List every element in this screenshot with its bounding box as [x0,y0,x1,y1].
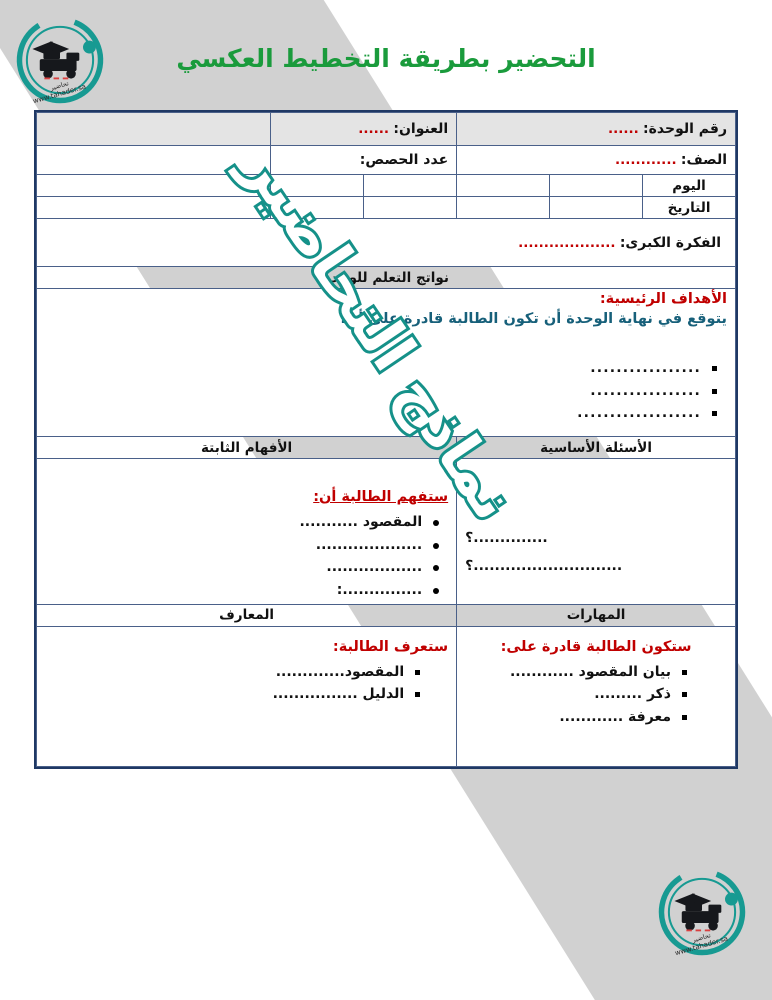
table-row-understandings-content: ..............؟ ........................… [35,458,736,605]
essential-questions-list: ..............؟ ........................… [465,524,727,580]
date-cell-1[interactable] [549,196,644,219]
list-item[interactable]: ................. [45,380,717,403]
tahader-logo-bottom: تحاضير www.tahader.sa [656,866,748,958]
list-item[interactable]: .................... [45,534,440,557]
date-cell-5[interactable] [35,196,272,219]
date-label: التاريخ [642,196,736,219]
list-item[interactable]: ...............: [45,579,440,602]
list-item[interactable]: .................. [45,556,440,579]
date-cell-4[interactable] [270,196,365,219]
cell-big-idea: الفكرة الكبرى: ................... [36,218,736,267]
table-row-outcomes-header: نواتج التعلم للوحدة [36,266,736,289]
title-label: العنوان: [393,121,449,137]
list-item[interactable]: بيان المقصود ............ [465,661,687,684]
day-cell-5[interactable] [35,174,272,197]
table-row-knowledge-content: ستكون الطالبة قادرة على: بيان المقصود ..… [35,625,736,767]
day-cell-4[interactable] [270,174,365,197]
skills-header: المهارات [456,603,736,627]
outcomes-header: نواتج التعلم للوحدة [36,266,736,289]
knowledge-list: المقصود............. الدليل ............… [45,661,448,706]
table-row-main-goals: الأهداف الرئيسية: يتوقع في نهاية الوحدة … [36,288,736,437]
main-goals-list: ................. ................. ....… [45,357,727,425]
list-item[interactable]: المقصود............. [45,661,421,684]
unit-number-value[interactable]: ...... [607,121,639,137]
list-item[interactable]: ................... [45,402,717,425]
date-cell-2[interactable] [456,196,551,219]
list-item[interactable]: المقصود ........... [45,511,440,534]
cell-class: الصف: ............ [456,145,736,175]
page-title: التحضير بطريقة التخطيط العكسي [176,44,596,73]
big-idea-value[interactable]: ................... [518,234,616,251]
title-value[interactable]: ...... [358,121,390,137]
sessions-label: عدد الحصص: [359,152,449,168]
knowledge-header: المعارف [35,603,458,627]
table-row-class: الصف: ............ عدد الحصص: [35,145,736,175]
list-item[interactable]: ............................؟ [465,558,623,575]
class-value[interactable]: ............ [615,152,677,168]
cell-main-goals: الأهداف الرئيسية: يتوقع في نهاية الوحدة … [36,288,736,437]
day-cell-1[interactable] [549,174,644,197]
big-idea-label: الفكرة الكبرى: [619,234,721,251]
knowledge-heading: ستعرف الطالبة: [332,638,449,655]
understandings-list: المقصود ........... ....................… [45,511,448,602]
lesson-plan-table: رقم الوحدة: ...... العنوان: ...... الصف:… [34,110,738,769]
date-cell-3[interactable] [363,196,458,219]
table-row-understandings-headers: الأسئلة الأساسية الأفهام الثابتة [35,436,736,459]
table-row-big-idea: الفكرة الكبرى: ................... [36,218,736,267]
cell-sessions: عدد الحصص: [270,145,458,175]
cell-skills: ستكون الطالبة قادرة على: بيان المقصود ..… [456,625,736,767]
class-label: الصف: [680,152,727,168]
day-cell-3[interactable] [363,174,458,197]
skills-list: بيان المقصود ............ ذكر ......... … [465,661,727,729]
cell-blank-2 [35,145,272,175]
understandings-heading: ستفهم الطالبة أن: [313,489,449,505]
unit-number-label: رقم الوحدة: [643,121,727,137]
tahader-logo-top: تحاضير www.tahader.sa [14,14,106,106]
list-item[interactable]: ..............؟ [465,530,548,547]
table-row-unit: رقم الوحدة: ...... العنوان: ...... [35,112,736,146]
skills-heading: ستكون الطالبة قادرة على: [500,638,692,655]
cell-unit-number: رقم الوحدة: ...... [456,112,736,146]
cell-blank-1 [35,112,272,146]
day-cell-2[interactable] [456,174,551,197]
main-goals-heading: الأهداف الرئيسية: [599,291,727,307]
cell-essential-questions: ..............؟ ........................… [456,458,736,605]
table-row-day: اليوم [35,174,736,197]
main-goals-subheading: يتوقع في نهاية الوحدة أن تكون الطالبة قا… [340,311,727,327]
day-label: اليوم [642,174,736,197]
list-item[interactable]: ................. [45,357,717,380]
list-item[interactable]: معرفة ............ [465,706,687,729]
table-row-knowledge-headers: المهارات المعارف [35,603,736,627]
cell-title: العنوان: ...... [270,112,458,146]
enduring-understandings-header: الأفهام الثابتة [35,436,458,459]
essential-questions-header: الأسئلة الأساسية [456,436,736,459]
list-item[interactable]: الدليل ................ [45,683,421,706]
cell-knowledge: ستعرف الطالبة: المقصود............. الدل… [35,625,458,767]
cell-enduring-understandings: ستفهم الطالبة أن: المقصود ........... ..… [35,458,458,605]
table-row-date: التاريخ [35,196,736,219]
list-item[interactable]: ذكر ......... [465,683,687,706]
